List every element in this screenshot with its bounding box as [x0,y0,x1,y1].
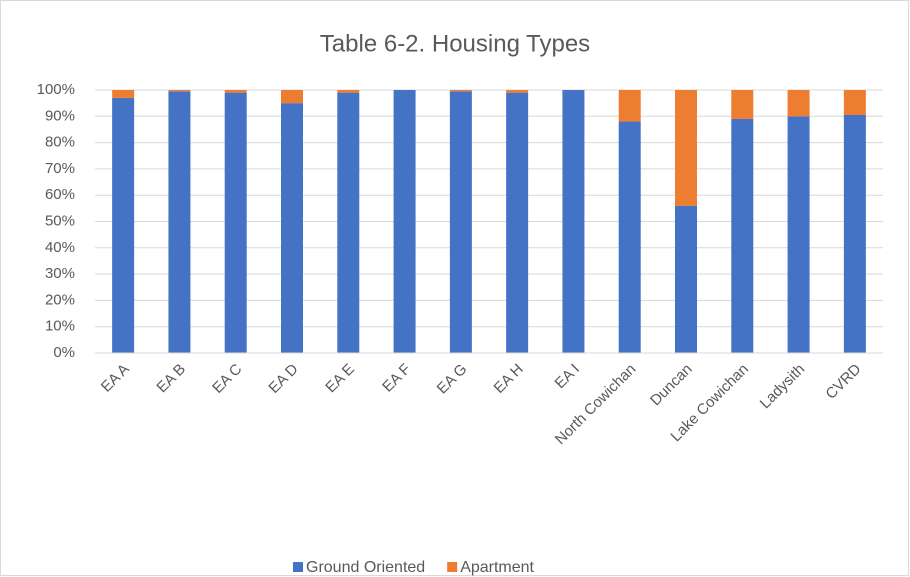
bar-segment [337,90,360,93]
legend-label: Apartment [460,559,534,576]
bar-segment [168,90,191,92]
y-tick-label: 40% [45,239,75,256]
y-tick-label: 30% [45,265,75,282]
bar-segment [675,90,697,206]
legend-label: Ground Oriented [306,559,425,576]
bar-segment [224,92,247,353]
bar-segment [281,90,303,104]
y-tick-label: 60% [45,186,75,203]
bar-segment [731,118,754,354]
bar-segment [843,90,866,115]
y-tick-label: 50% [45,212,75,229]
legend-swatch [447,562,458,572]
bar-segment [562,90,585,353]
bar-segment [393,90,416,353]
bar-segment [731,90,754,119]
bar-segment [449,90,472,92]
bar-segment [337,92,360,353]
bar-segment [449,91,472,353]
bar-segment [281,103,303,354]
bar-segment [168,91,191,353]
bar-segment [506,90,529,93]
y-tick-label: 80% [45,134,75,151]
legend-swatch [293,562,303,572]
y-tick-label: 70% [45,160,75,177]
bar-segment [618,90,641,122]
bar-segment [787,116,810,353]
y-tick-label: 0% [53,344,75,361]
y-tick-label: 90% [45,107,75,124]
chart-title: Table 6-2. Housing Types [320,30,590,57]
bar-segment [675,205,697,353]
bar-segment [787,90,810,117]
bar-segment [843,114,866,353]
y-tick-label: 20% [45,291,75,308]
bar-segment [506,92,529,353]
bar-segment [112,97,135,353]
y-tick-label: 100% [37,81,75,98]
bar-segment [224,90,247,93]
bar-segment [618,121,641,353]
y-tick-label: 10% [45,318,75,335]
bar-segment [112,90,135,98]
